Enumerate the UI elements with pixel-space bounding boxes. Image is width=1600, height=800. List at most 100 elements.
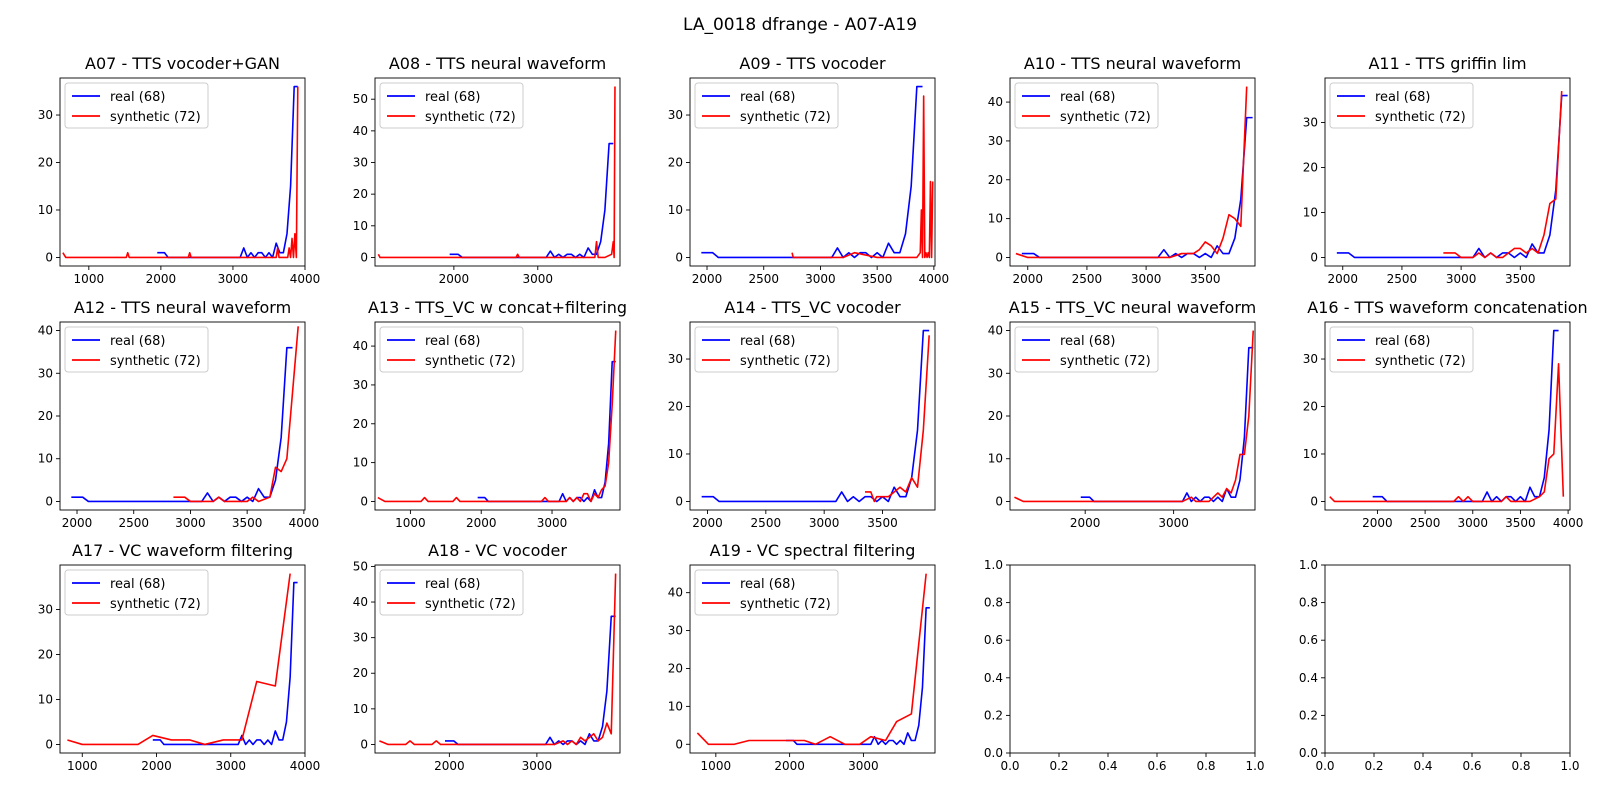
chart-9-ytick-label: 0 — [995, 494, 1003, 508]
chart-4-xtick-label: 3000 — [1131, 272, 1162, 286]
chart-13-xtick-label: 3000 — [848, 759, 879, 773]
chart-13-ytick-label: 0 — [675, 737, 683, 751]
chart-9-xtick-label: 3000 — [1158, 516, 1189, 530]
chart-10-xtick-label: 4000 — [1553, 516, 1584, 530]
chart-10: A16 - TTS waveform concatenation 2000 2500… — [1303, 298, 1588, 530]
chart-5-xtick-label: 2000 — [1327, 272, 1358, 286]
chart-13: A19 - VC spectral filtering 1000 2000 3000 0… — [668, 541, 936, 773]
chart-5-series-synthetic-line — [1443, 90, 1563, 259]
chart-13-xtick-label: 1000 — [701, 759, 732, 773]
chart-12-ytick-label: 20 — [353, 666, 368, 680]
chart-7-ytick-label: 0 — [360, 494, 368, 508]
chart-1-ytick-label: 30 — [38, 108, 53, 122]
chart-11-xtick-label: 2000 — [141, 759, 172, 773]
chart-3-ytick-label: 20 — [668, 156, 683, 170]
chart-6-ytick-label: 20 — [38, 409, 53, 423]
chart-13-legend-box — [694, 569, 839, 616]
chart-11-legend-box — [64, 569, 209, 616]
chart-7-series-real-line — [477, 360, 616, 503]
chart-1-legend-label-real: real (68) — [110, 90, 165, 105]
chart-13-ytick-label: 10 — [668, 699, 683, 713]
chart-5-legend-label-real: real (68) — [1375, 90, 1430, 105]
chart-12-axes-frame — [374, 564, 621, 754]
chart-9: A15 - TTS_VC neural waveform 2000 3000 0 10 2… — [988, 298, 1256, 530]
chart-1: A07 - TTS vocoder+GAN 1000 2000 3000 4000 0 10… — [38, 54, 321, 286]
chart-4-ytick-label: 20 — [988, 173, 1003, 187]
chart-11-legend-label-real: real (68) — [110, 577, 165, 592]
chart-6-xtick-label: 3500 — [232, 516, 263, 530]
chart-11-xtick-label: 3000 — [215, 759, 246, 773]
chart-10-title: A16 - TTS waveform concatenation — [1307, 298, 1587, 317]
chart-1-ytick-label: 0 — [45, 250, 53, 264]
chart-2-ytick-label: 30 — [353, 156, 368, 170]
chart-6-ytick-label: 30 — [38, 366, 53, 380]
chart-15-axes-frame — [1324, 564, 1571, 754]
chart-11: A17 - VC waveform filtering 1000 2000 3000 4… — [38, 541, 321, 773]
chart-8-legend-label-synthetic: synthetic (72) — [740, 354, 831, 369]
chart-2-legend-label-synthetic: synthetic (72) — [425, 110, 516, 125]
chart-7-ytick-label: 10 — [353, 456, 368, 470]
chart-13-ytick-label: 20 — [668, 661, 683, 675]
chart-2-legend-label-real: real (68) — [425, 90, 480, 105]
chart-5-xtick-label: 3500 — [1505, 272, 1536, 286]
chart-3-xtick-label: 2500 — [748, 272, 779, 286]
chart-12-series-synthetic-line — [379, 573, 617, 746]
chart-5-legend-box — [1329, 82, 1474, 129]
chart-11-series-synthetic-line — [67, 573, 291, 746]
chart-11-axes-frame — [59, 564, 306, 754]
chart-8-legend: real (68) synthetic (72) — [694, 326, 839, 373]
chart-15-xtick-label: 1.0 — [1560, 759, 1579, 773]
chart-15-ytick-label: 0.2 — [1299, 708, 1318, 722]
chart-9-legend-box — [1014, 326, 1159, 373]
chart-13-ytick-label: 30 — [668, 624, 683, 638]
chart-15-xtick-label: 0.2 — [1364, 759, 1383, 773]
chart-8-ytick-label: 10 — [668, 447, 683, 461]
chart-13-title: A19 - VC spectral filtering — [710, 541, 916, 560]
chart-3-ytick-label: 10 — [668, 203, 683, 217]
chart-1-xtick-label: 1000 — [74, 272, 105, 286]
chart-2-ytick-label: 20 — [353, 187, 368, 201]
chart-10-ytick-label: 30 — [1303, 352, 1318, 366]
chart-6: A12 - TTS neural waveform 2000 2500 3000 350… — [38, 298, 319, 530]
chart-4-axes-frame — [1009, 77, 1256, 267]
chart-15: 0.0 0.2 0.4 0.6 0.8 1.0 0.0 0.2 0.4 0.6 0.8 1.0 — [1299, 558, 1580, 773]
chart-14-ytick-label: 0.0 — [984, 746, 1003, 760]
chart-6-xtick-label: 3000 — [175, 516, 206, 530]
chart-15-xtick-label: 0.4 — [1413, 759, 1432, 773]
chart-5-xtick-label: 2500 — [1387, 272, 1418, 286]
chart-15-xtick-label: 0.8 — [1511, 759, 1530, 773]
chart-1-title: A07 - TTS vocoder+GAN — [85, 54, 280, 73]
chart-13-legend-label-synthetic: synthetic (72) — [740, 597, 831, 612]
chart-6-legend: real (68) synthetic (72) — [64, 326, 209, 373]
chart-3-xtick-label: 2000 — [692, 272, 723, 286]
chart-11-legend: real (68) synthetic (72) — [64, 569, 209, 616]
chart-15-xtick-label: 0.0 — [1315, 759, 1334, 773]
chart-14-ytick-label: 1.0 — [984, 558, 1003, 572]
chart-2-axes-frame — [374, 77, 621, 267]
chart-3-axes-frame — [689, 77, 936, 267]
chart-2-series-synthetic-line — [377, 86, 616, 259]
chart-8-xtick-label: 3500 — [867, 516, 898, 530]
chart-10-legend-box — [1329, 326, 1474, 373]
chart-10-axes-frame — [1324, 321, 1571, 511]
chart-13-xtick-label: 2000 — [774, 759, 805, 773]
chart-14-xtick-label: 1.0 — [1245, 759, 1264, 773]
chart-6-ytick-label: 0 — [45, 494, 53, 508]
chart-5-xtick-label: 3000 — [1446, 272, 1477, 286]
chart-14-xtick-label: 0.2 — [1049, 759, 1068, 773]
chart-6-title: A12 - TTS neural waveform — [74, 298, 291, 317]
chart-4: A10 - TTS neural waveform 2000 2500 3000 350… — [988, 54, 1256, 286]
chart-5: A11 - TTS griffin lim 2000 2500 3000 3500 0 10… — [1303, 54, 1571, 286]
chart-7-xtick-label: 3000 — [537, 516, 568, 530]
chart-4-xtick-label: 2500 — [1072, 272, 1103, 286]
chart-7-legend: real (68) synthetic (72) — [379, 326, 524, 373]
chart-7-ytick-label: 40 — [353, 339, 368, 353]
chart-15-ytick-label: 1.0 — [1299, 558, 1318, 572]
chart-14-ytick-label: 0.4 — [984, 671, 1003, 685]
chart-4-legend-label-real: real (68) — [1060, 90, 1115, 105]
chart-4-title: A10 - TTS neural waveform — [1024, 54, 1241, 73]
chart-14-axes-frame — [1009, 564, 1256, 754]
chart-3-title: A09 - TTS vocoder — [739, 54, 886, 73]
